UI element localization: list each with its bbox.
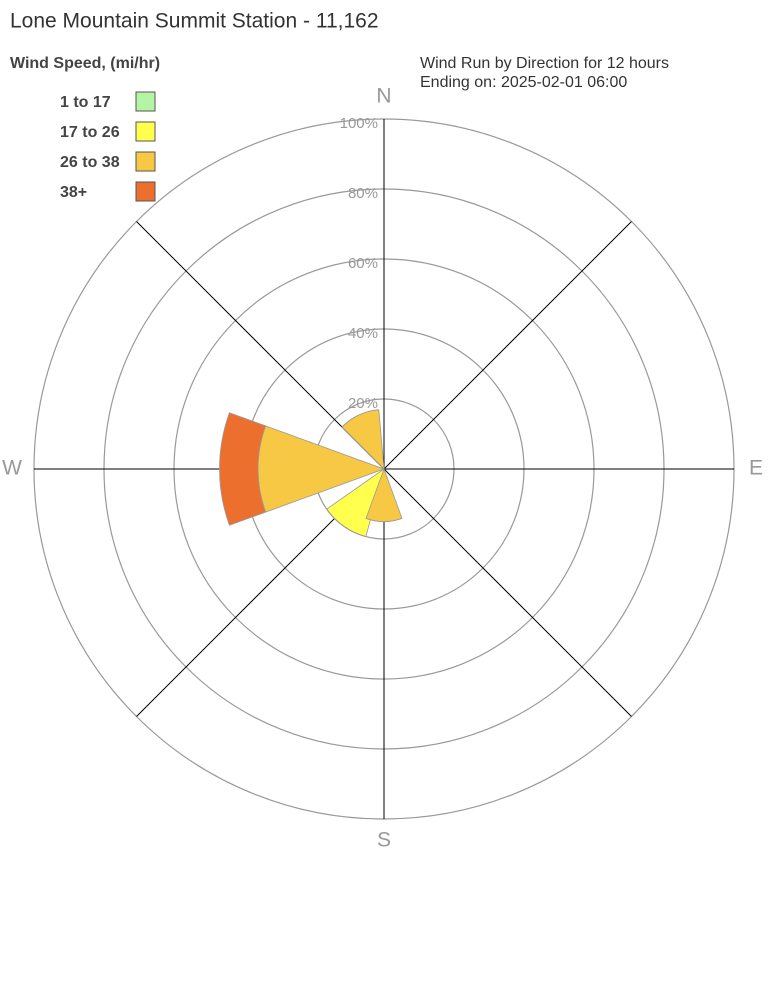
wedge bbox=[219, 412, 267, 526]
r-tick-label: 60% bbox=[348, 255, 378, 272]
legend-label: 38+ bbox=[60, 184, 87, 201]
wedge bbox=[365, 517, 403, 522]
legend-swatch bbox=[135, 91, 156, 112]
chart-title: Lone Mountain Summit Station - 11,162 bbox=[10, 10, 379, 33]
legend-swatch bbox=[135, 181, 156, 202]
compass-label: S bbox=[377, 829, 391, 852]
compass-label: E bbox=[749, 457, 763, 480]
legend-label: 26 to 38 bbox=[60, 154, 120, 171]
spoke bbox=[383, 221, 632, 470]
r-tick-label: 80% bbox=[348, 185, 378, 202]
wedge bbox=[341, 409, 379, 428]
legend-label: 1 to 17 bbox=[60, 94, 111, 111]
legend-title: Wind Speed, (mi/hr) bbox=[10, 55, 160, 72]
spoke bbox=[383, 468, 632, 717]
subtitle: Ending on: 2025-02-01 06:00 bbox=[420, 74, 627, 91]
compass-label: N bbox=[376, 85, 391, 108]
r-tick-label: 40% bbox=[348, 325, 378, 342]
r-tick-label: 20% bbox=[348, 395, 378, 412]
legend-swatch bbox=[135, 151, 156, 172]
subtitle: Wind Run by Direction for 12 hours bbox=[420, 55, 669, 72]
compass-label: W bbox=[2, 457, 22, 480]
legend-label: 17 to 26 bbox=[60, 124, 120, 141]
r-tick-label: 100% bbox=[340, 115, 378, 132]
legend-swatch bbox=[135, 121, 156, 142]
